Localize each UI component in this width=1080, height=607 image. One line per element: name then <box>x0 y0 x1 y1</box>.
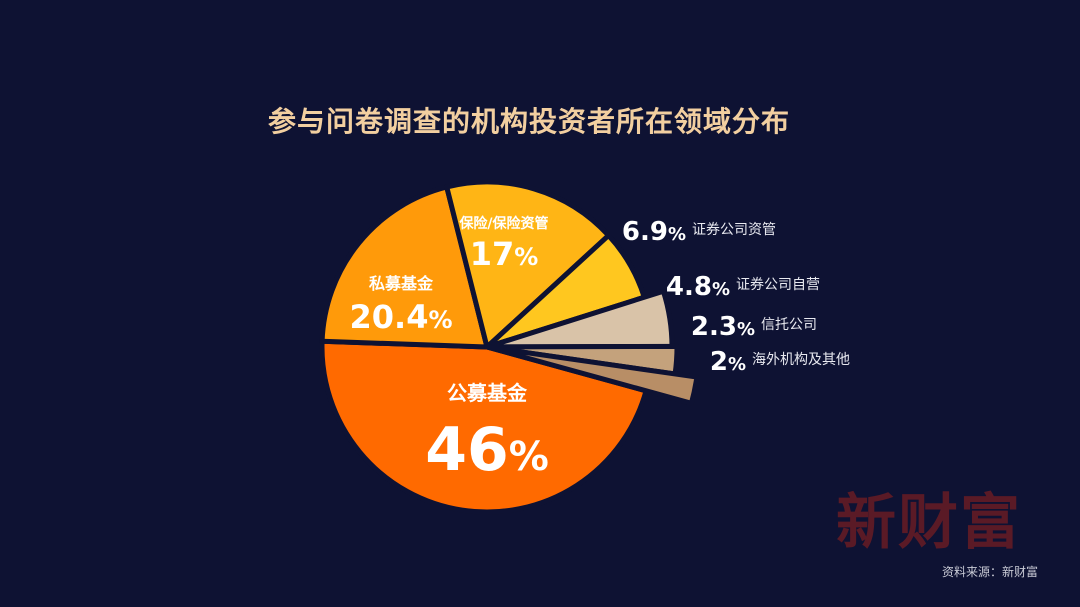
slice-value-broker-prop: 4.8% <box>666 272 730 302</box>
pie-slice-overseas <box>484 344 700 406</box>
slice-value-trust: 2.3% <box>691 312 755 342</box>
slice-value-insurance: 17% <box>470 235 539 273</box>
slice-value-overseas: 2% <box>710 347 746 377</box>
slice-label-private-fund: 私募基金 <box>369 274 434 293</box>
pie-slice-private-fund <box>319 184 490 350</box>
slice-label-public-fund: 公募基金 <box>447 381 528 405</box>
pie-slice-public-fund <box>319 338 649 515</box>
source-note: 资料来源：新财富 <box>942 565 1039 579</box>
pie-slice-insurance <box>444 179 612 350</box>
slice-label-broker-prop: 证券公司自营 <box>736 277 820 293</box>
slice-value-broker-am: 6.9% <box>622 217 686 247</box>
slice-label-overseas: 海外机构及其他 <box>752 352 850 368</box>
chart-title-text: 参与问卷调查的机构投资者所在领域分布 <box>268 105 791 138</box>
slice-value-private-fund: 20.4% <box>350 298 453 336</box>
slice-label-trust: 信托公司 <box>761 317 817 333</box>
slice-label-broker-am: 证券公司资管 <box>692 222 776 238</box>
watermark-logo: 新财富 <box>836 488 1022 558</box>
slice-label-insurance: 保险/保险资管 <box>458 215 548 232</box>
slice-value-public-fund: 46% <box>425 415 549 485</box>
